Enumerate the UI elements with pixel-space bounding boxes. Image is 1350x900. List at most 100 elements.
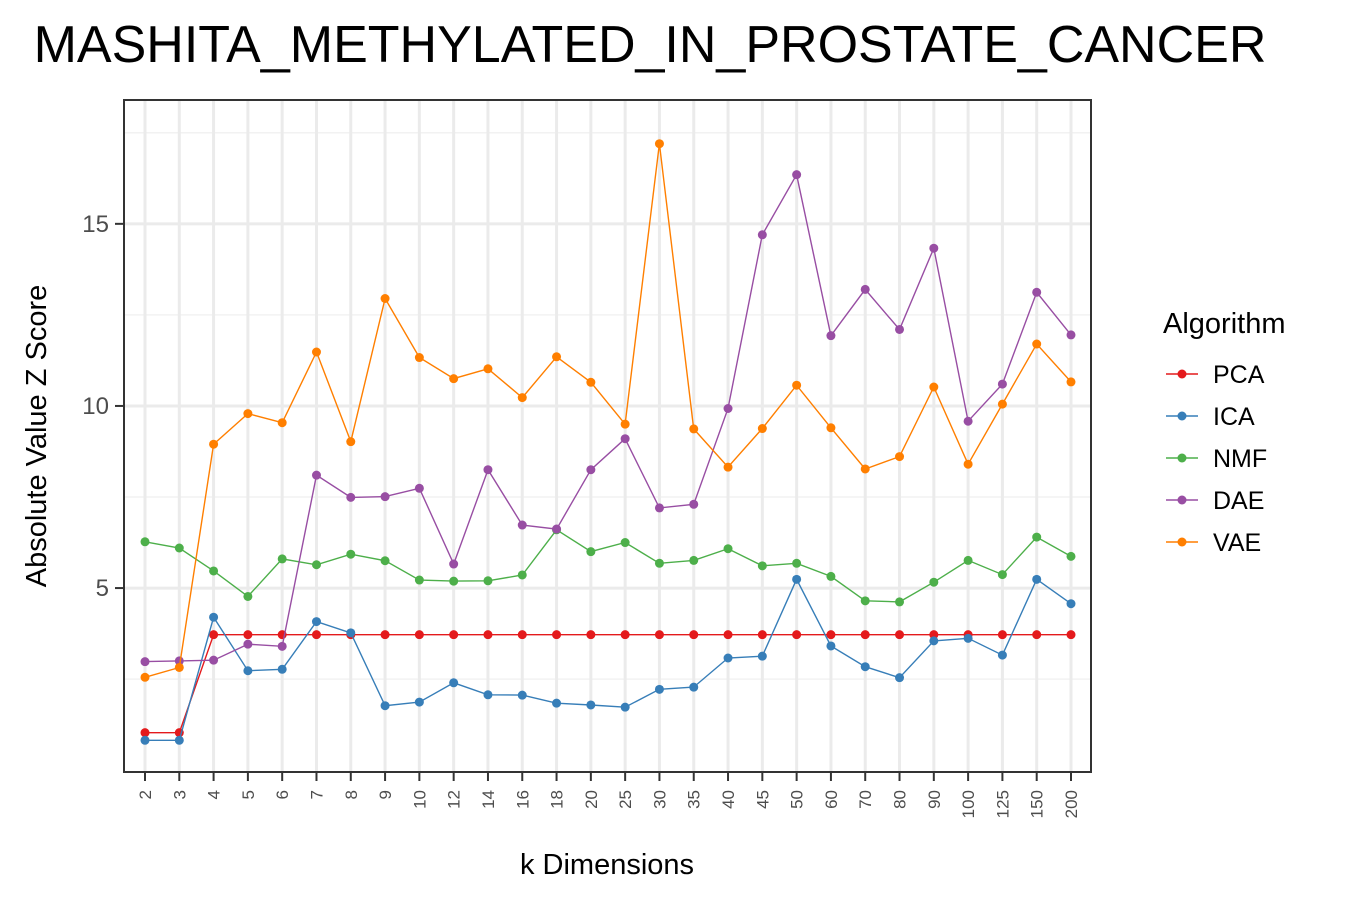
data-point-vae <box>243 409 253 419</box>
data-point-dae <box>860 284 870 294</box>
data-point-vae <box>380 294 390 304</box>
data-point-ica <box>860 662 870 672</box>
chart-title: MASHITA_METHYLATED_IN_PROSTATE_CANCER <box>34 16 1267 74</box>
x-tick-label: 6 <box>273 790 292 799</box>
data-point-nmf <box>243 591 253 601</box>
x-axis: 2 3 4 5 6 7 8 9 10 12 14 16 18 20 25 30 35 40 45 50 60 70 80 90… <box>136 772 1081 818</box>
x-tick-label: 100 <box>959 790 978 818</box>
data-point-nmf <box>929 577 939 587</box>
data-point-ica <box>963 633 973 643</box>
data-point-dae <box>895 324 905 334</box>
data-point-vae <box>620 419 630 429</box>
x-tick-label: 8 <box>342 790 361 799</box>
data-point-pca <box>620 630 630 640</box>
data-point-dae <box>209 655 219 665</box>
legend-key-point <box>1177 453 1187 463</box>
data-point-dae <box>1066 330 1076 340</box>
data-point-vae <box>449 374 459 384</box>
data-point-nmf <box>174 543 184 553</box>
data-point-pca <box>689 630 699 640</box>
x-tick-label: 90 <box>925 790 944 809</box>
data-point-nmf <box>277 554 287 564</box>
data-point-ica <box>654 684 664 694</box>
data-point-nmf <box>517 570 527 580</box>
x-tick-label: 40 <box>719 790 738 809</box>
data-point-nmf <box>1032 532 1042 542</box>
legend-label-pca: PCA <box>1213 361 1265 389</box>
legend-key-point <box>1177 411 1187 421</box>
data-point-pca <box>997 630 1007 640</box>
x-tick-label: 80 <box>891 790 910 809</box>
data-point-vae <box>895 452 905 462</box>
grid-minor <box>124 132 1091 680</box>
data-point-nmf <box>792 558 802 568</box>
data-point-ica <box>929 636 939 646</box>
data-point-dae <box>826 331 836 341</box>
data-point-vae <box>414 353 424 363</box>
series-line-ica <box>145 577 1072 741</box>
data-point-dae <box>1032 287 1042 297</box>
data-point-ica <box>346 628 356 638</box>
x-tick-label: 60 <box>822 790 841 809</box>
plot-border <box>123 99 1092 773</box>
data-point-ica <box>277 664 287 674</box>
data-point-dae <box>620 434 630 444</box>
x-tick-label: 125 <box>993 790 1012 818</box>
legend-key-point <box>1177 369 1187 379</box>
data-point-dae <box>792 170 802 180</box>
data-point-dae <box>963 416 973 426</box>
data-point-pca <box>826 630 836 640</box>
y-tick-label: 15 <box>82 211 109 238</box>
data-point-dae <box>311 470 321 480</box>
data-point-ica <box>757 651 767 661</box>
data-point-vae <box>1066 377 1076 387</box>
data-point-ica <box>997 650 1007 660</box>
data-point-pca <box>311 630 321 640</box>
data-point-ica <box>895 673 905 683</box>
data-point-vae <box>860 464 870 474</box>
x-tick-label: 2 <box>136 790 155 799</box>
data-point-dae <box>586 465 596 475</box>
data-point-vae <box>174 662 184 672</box>
data-point-dae <box>277 641 287 651</box>
data-point-ica <box>517 690 527 700</box>
data-point-ica <box>449 678 459 688</box>
x-tick-label: 35 <box>685 790 704 809</box>
data-point-dae <box>380 492 390 502</box>
data-point-nmf <box>860 596 870 606</box>
data-point-nmf <box>140 537 150 547</box>
data-point-dae <box>449 559 459 569</box>
data-point-ica <box>689 682 699 692</box>
x-tick-label: 150 <box>1028 790 1047 818</box>
data-point-ica <box>414 697 424 707</box>
data-point-pca <box>209 630 219 640</box>
data-point-nmf <box>483 576 493 586</box>
data-point-pca <box>449 630 459 640</box>
data-point-vae <box>963 459 973 469</box>
data-point-ica <box>380 701 390 711</box>
data-point-vae <box>757 424 767 434</box>
data-point-pca <box>654 630 664 640</box>
data-point-pca <box>757 630 767 640</box>
data-point-vae <box>140 672 150 682</box>
data-point-dae <box>174 656 184 666</box>
data-point-pca <box>792 630 802 640</box>
data-point-vae <box>689 424 699 434</box>
data-point-ica <box>723 653 733 663</box>
x-tick-label: 3 <box>170 790 189 799</box>
data-point-dae <box>346 492 356 502</box>
x-tick-label: 16 <box>513 790 532 809</box>
data-point-ica <box>243 666 253 676</box>
x-tick-label: 50 <box>788 790 807 809</box>
series-layer <box>140 139 1076 745</box>
data-point-vae <box>483 364 493 374</box>
data-point-nmf <box>1066 551 1076 561</box>
series-line-vae <box>144 143 1072 678</box>
data-point-pca <box>380 630 390 640</box>
y-tick-label: 10 <box>82 393 109 420</box>
data-point-dae <box>140 657 150 667</box>
x-tick-label: 20 <box>582 790 601 809</box>
data-point-vae <box>311 347 321 357</box>
data-point-nmf <box>586 547 596 557</box>
data-point-pca <box>723 630 733 640</box>
